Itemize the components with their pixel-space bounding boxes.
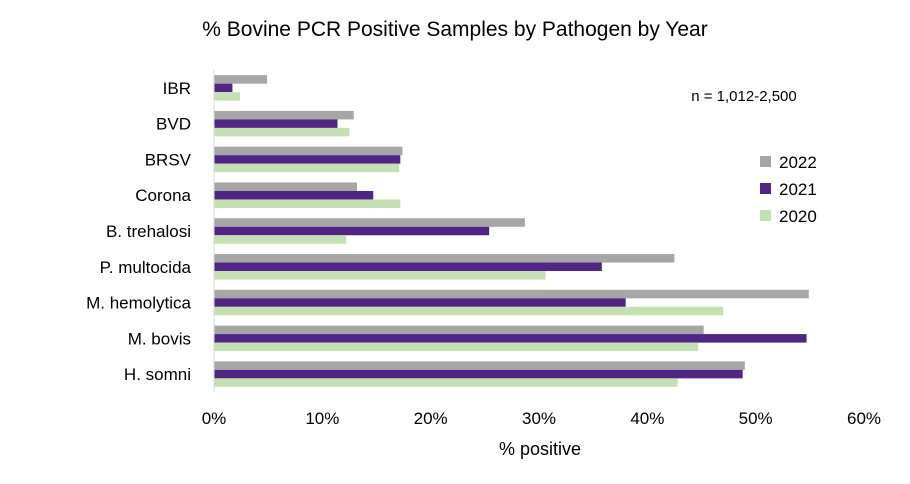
bar-m-bovis-2020 — [214, 342, 699, 352]
x-tick-label-30: 30% — [522, 409, 556, 428]
bar-corona-2022 — [214, 182, 357, 191]
bar-brsv-2021 — [214, 155, 401, 164]
bar-p-multocida-2022 — [214, 254, 675, 263]
bar-brsv-2020 — [214, 163, 400, 173]
bar-m-hemolytica-2022 — [214, 289, 809, 299]
x-axis-label: % positive — [499, 439, 581, 459]
bar-bvd-2021 — [214, 119, 338, 128]
y-tick-label-corona: Corona — [135, 186, 191, 205]
x-tick-label-60: 60% — [847, 409, 881, 428]
bar-b-trehalosi-2020 — [214, 235, 347, 244]
y-tick-label-ibr: IBR — [163, 79, 191, 98]
bar-m-hemolytica-2020 — [214, 306, 724, 316]
sample-size-annotation: n = 1,012-2,500 — [691, 88, 797, 105]
y-tick-label-h-somni: H. somni — [124, 365, 191, 384]
x-tick-label-50: 50% — [739, 409, 773, 428]
legend-swatch-2021 — [760, 183, 771, 194]
legend-label-2022: 2022 — [779, 153, 817, 172]
y-tick-label-brsv: BRSV — [145, 150, 192, 169]
chart-title: % Bovine PCR Positive Samples by Pathoge… — [202, 18, 707, 41]
bar-ibr-2021 — [214, 83, 233, 93]
bar-p-multocida-2020 — [214, 271, 546, 280]
bar-bvd-2020 — [214, 127, 350, 137]
y-tick-label-bvd: BVD — [156, 115, 191, 134]
bar-corona-2020 — [214, 199, 401, 208]
legend-swatch-2020 — [760, 210, 771, 221]
bar-m-bovis-2021 — [214, 334, 807, 343]
x-tick-label-0: 0% — [202, 409, 227, 428]
y-tick-label-p-multocida: P. multocida — [100, 258, 192, 277]
bar-corona-2021 — [214, 190, 374, 200]
legend: 2022 2021 2020 — [760, 153, 817, 226]
x-tick-label-20: 20% — [414, 409, 448, 428]
y-tick-label-m-hemolytica: M. hemolytica — [86, 294, 191, 313]
bar-brsv-2022 — [214, 146, 403, 156]
bar-h-somni-2022 — [214, 361, 745, 370]
y-tick-label-b-trehalosi: B. trehalosi — [106, 222, 191, 241]
legend-label-2021: 2021 — [779, 180, 817, 199]
bar-ibr-2022 — [214, 75, 268, 84]
legend-label-2020: 2020 — [779, 207, 817, 226]
x-tick-label-10: 10% — [305, 409, 339, 428]
bar-b-trehalosi-2021 — [214, 226, 490, 236]
x-tick-label-40: 40% — [630, 409, 664, 428]
legend-swatch-2022 — [760, 156, 771, 167]
bar-m-hemolytica-2021 — [214, 298, 626, 307]
plot-area: IBR BVD BRSV Corona B. trehalosi P. multocida… — [86, 70, 881, 428]
bar-p-multocida-2021 — [214, 262, 602, 272]
bar-bvd-2022 — [214, 110, 354, 120]
bar-ibr-2020 — [214, 92, 240, 101]
bar-h-somni-2021 — [214, 369, 743, 379]
y-tick-label-m-bovis: M. bovis — [128, 329, 191, 348]
bar-h-somni-2020 — [214, 378, 678, 387]
bar-b-trehalosi-2022 — [214, 218, 525, 227]
bar-m-bovis-2022 — [214, 325, 704, 335]
